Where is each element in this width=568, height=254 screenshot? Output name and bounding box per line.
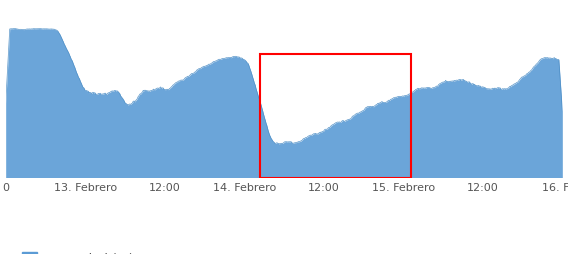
Bar — [260, 55, 411, 178]
Bar — [260, 55, 411, 178]
Legend: Humedad (%): Humedad (%) — [18, 247, 139, 254]
